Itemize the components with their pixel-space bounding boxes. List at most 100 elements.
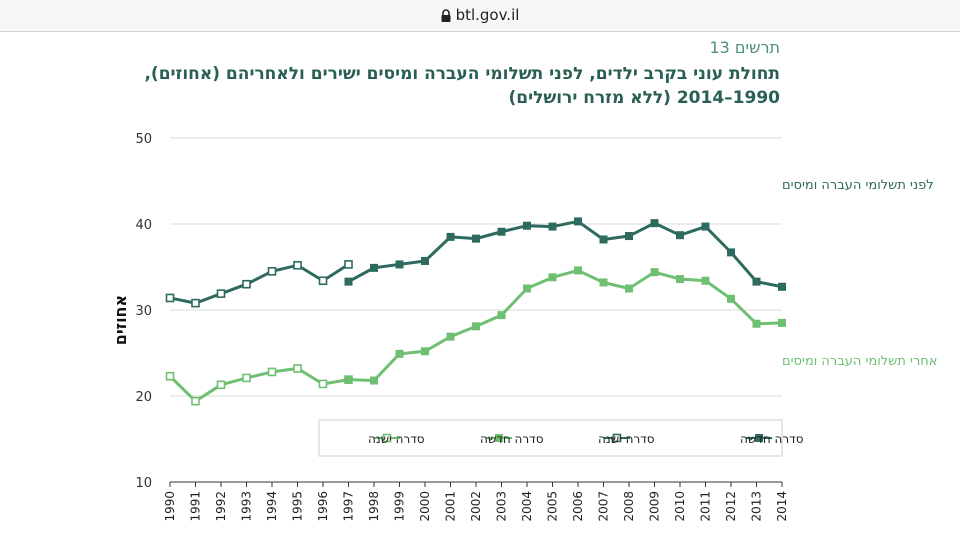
data-point <box>242 279 251 289</box>
data-point <box>370 376 378 385</box>
data-point <box>216 289 226 298</box>
x-tick-label: 2007 <box>597 491 611 522</box>
x-tick-label: 2003 <box>495 491 509 522</box>
data-point <box>574 266 582 275</box>
legend-label: סדרה ישנה <box>368 432 425 446</box>
data-point <box>599 278 608 287</box>
x-tick-label: 2000 <box>418 491 432 522</box>
y-tick-label: 50 <box>135 132 152 147</box>
data-point <box>497 311 506 320</box>
x-tick-label: 1995 <box>291 491 305 522</box>
data-point <box>472 234 480 243</box>
legend-label: סדרה ישנה <box>598 432 655 446</box>
data-point <box>267 266 277 276</box>
data-point <box>165 293 175 303</box>
x-tick-label: 2014 <box>775 491 789 522</box>
data-point <box>293 364 302 373</box>
series-line-after-3 <box>348 268 783 383</box>
data-point <box>216 380 226 390</box>
x-tick-label: 1997 <box>342 491 356 522</box>
x-tick-label: 1990 <box>163 491 177 522</box>
data-point <box>191 396 200 406</box>
data-point <box>344 277 353 286</box>
data-point <box>370 263 378 272</box>
data-point <box>293 260 302 270</box>
data-point <box>676 231 684 240</box>
x-tick-label: 1999 <box>393 491 407 522</box>
data-point <box>650 219 659 228</box>
data-point <box>778 318 786 327</box>
data-point <box>625 284 633 293</box>
data-point <box>701 276 710 285</box>
data-point <box>191 298 200 308</box>
x-tick-label: 2011 <box>699 491 713 522</box>
x-tick-label: 2001 <box>444 491 458 522</box>
data-point <box>548 222 557 231</box>
data-point <box>344 260 353 269</box>
data-point <box>523 284 531 293</box>
data-point <box>727 248 735 257</box>
data-point <box>676 275 684 284</box>
data-point <box>242 373 251 383</box>
browser-address-bar[interactable]: btl.gov.il <box>0 0 960 32</box>
data-point <box>701 222 710 231</box>
legend-marker <box>612 433 622 443</box>
x-tick-label: 2008 <box>622 491 636 522</box>
data-point <box>574 217 582 226</box>
legend-label: סדרה חדשה <box>480 432 544 446</box>
data-point <box>344 375 353 384</box>
y-tick-label: 20 <box>135 390 152 405</box>
x-tick-label: 2004 <box>520 491 534 522</box>
x-tick-label: 1993 <box>240 491 254 522</box>
x-tick-label: 1992 <box>214 491 228 522</box>
x-tick-label: 2006 <box>571 491 585 522</box>
data-point <box>548 273 557 282</box>
legend-label: סדרה חדשה <box>740 432 804 446</box>
data-point <box>523 221 531 230</box>
data-point <box>446 332 455 341</box>
url-display[interactable]: btl.gov.il <box>0 6 960 24</box>
x-tick-label: 2005 <box>546 491 560 522</box>
chart-title: תחולת עוני בקרב ילדים, לפני תשלומי העברה… <box>144 64 780 108</box>
x-tick-label: 1991 <box>189 491 203 522</box>
annotation-before: לפני תשלומי העברה ומיסים <box>782 178 934 193</box>
x-tick-label: 2010 <box>673 491 687 522</box>
data-point <box>727 294 735 303</box>
y-tick-label: 10 <box>135 476 152 491</box>
data-point <box>267 367 277 377</box>
url-text: btl.gov.il <box>455 6 520 24</box>
figure-label: תרשים 13 <box>709 38 780 57</box>
data-point <box>752 319 761 328</box>
data-point <box>650 268 659 277</box>
data-point <box>395 349 404 358</box>
y-tick-label: 40 <box>135 218 152 233</box>
x-tick-label: 2012 <box>724 491 738 522</box>
data-point <box>421 256 429 265</box>
y-axis-label: אחוזים <box>111 295 130 345</box>
data-point <box>778 282 786 291</box>
y-tick-label: 30 <box>135 304 152 319</box>
data-point <box>421 347 429 356</box>
data-point <box>318 276 328 286</box>
data-point <box>446 232 455 241</box>
x-tick-label: 1996 <box>316 491 330 522</box>
legend-marker <box>382 433 392 443</box>
legend-marker <box>755 434 763 442</box>
x-tick-label: 2009 <box>648 491 662 522</box>
data-point <box>599 235 608 244</box>
data-point <box>395 260 404 269</box>
lock-icon <box>441 9 451 22</box>
annotation-after: אחרי תשלומי העברה ומיסים <box>782 354 937 369</box>
x-tick-label: 1998 <box>367 491 381 522</box>
data-point <box>318 379 328 389</box>
series-line-before-1 <box>347 219 783 289</box>
x-tick-label: 2013 <box>750 491 764 522</box>
x-tick-label: 2002 <box>469 491 483 522</box>
data-point <box>752 277 761 286</box>
x-tick-label: 1994 <box>265 491 279 522</box>
legend-marker <box>495 434 503 442</box>
data-point <box>165 371 175 381</box>
data-point <box>472 322 480 331</box>
data-point <box>625 232 633 241</box>
